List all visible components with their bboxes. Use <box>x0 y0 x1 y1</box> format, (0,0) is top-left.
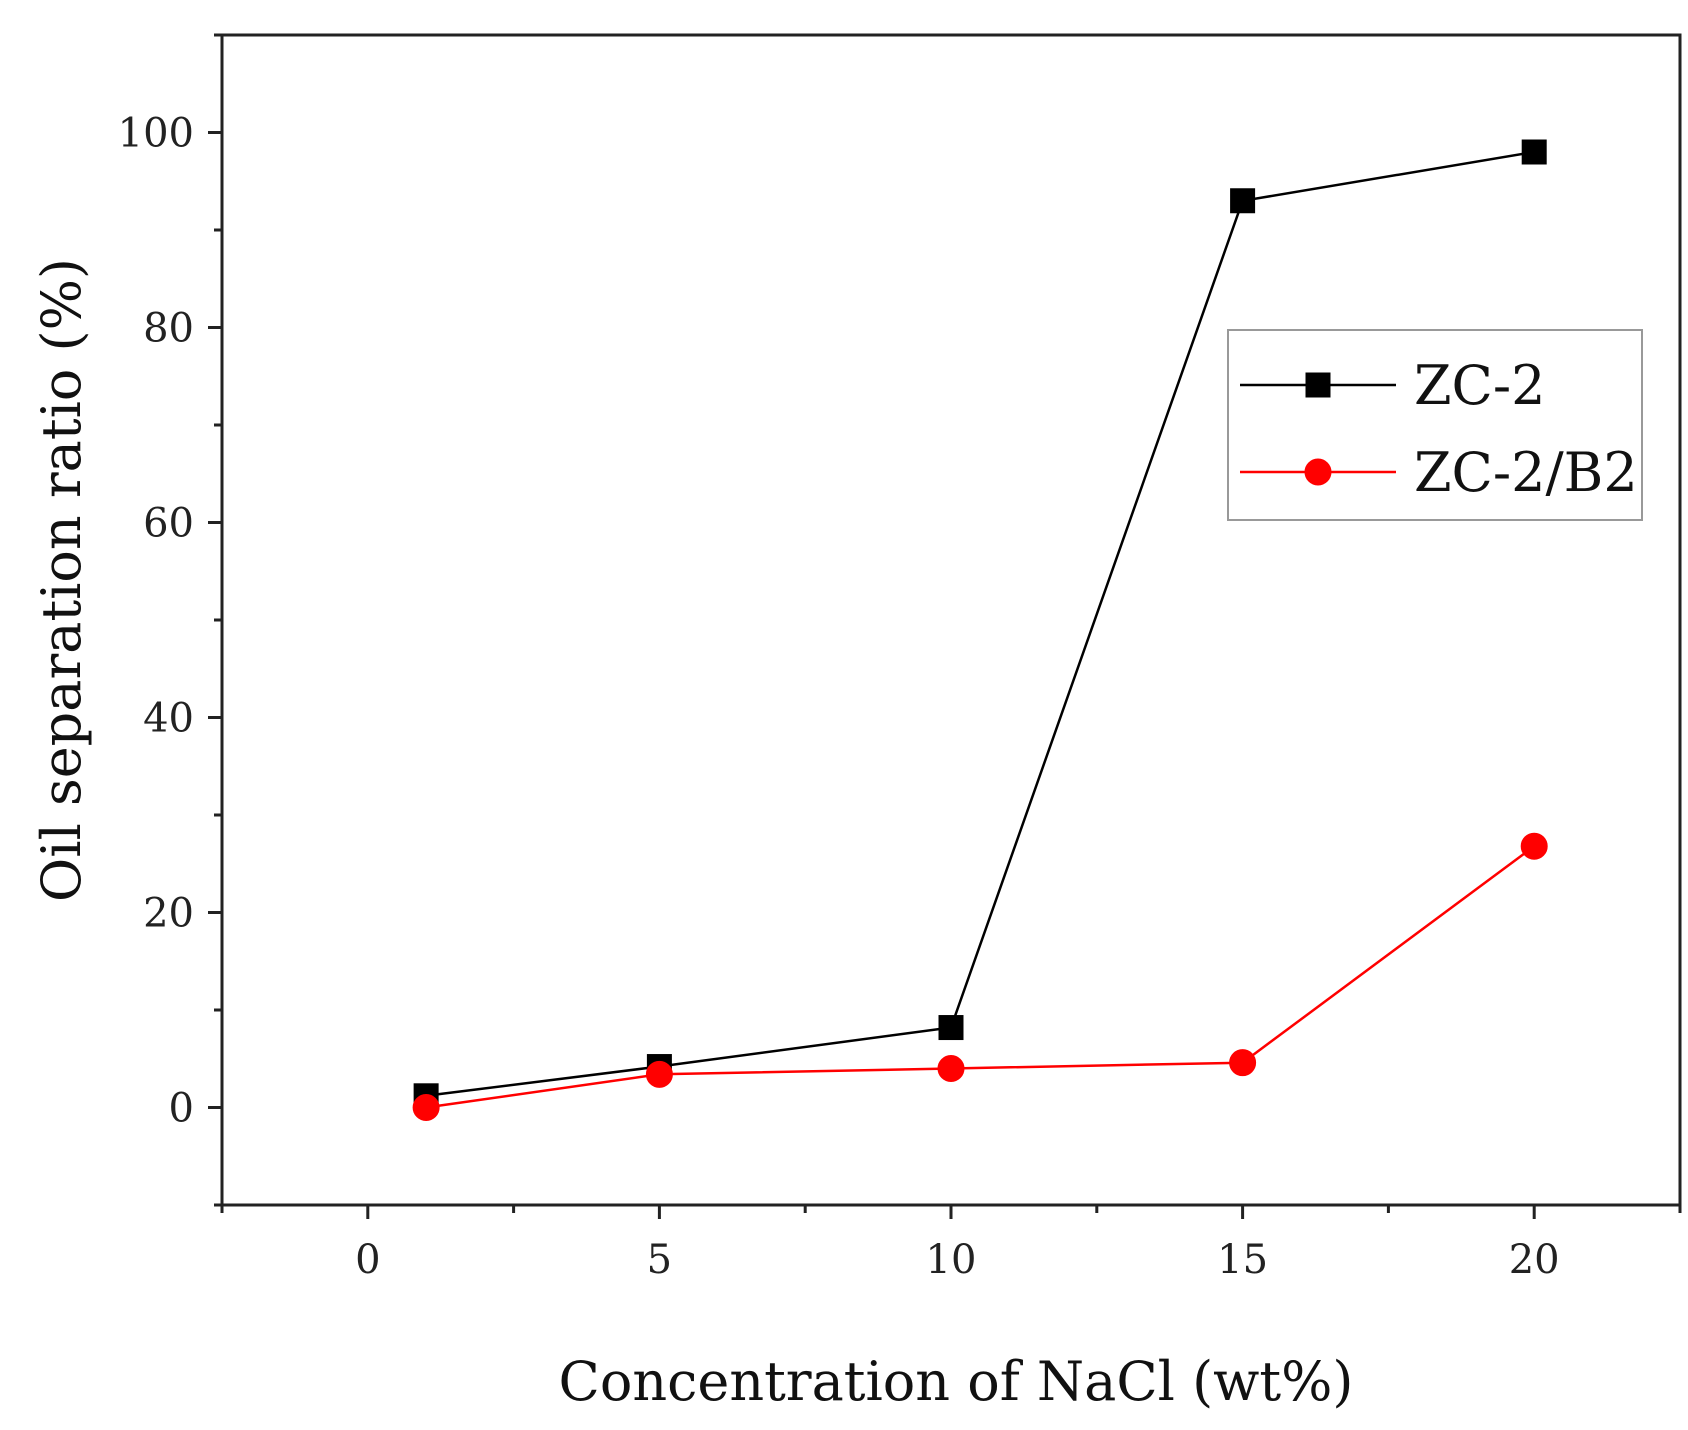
legend-box <box>1227 329 1643 521</box>
data-point <box>412 1094 440 1121</box>
x-tick-label: 20 <box>1509 1237 1560 1283</box>
x-tick-label: 10 <box>926 1237 977 1283</box>
x-axis-title: Concentration of NaCl (wt%) <box>559 1350 1354 1413</box>
legend-marker <box>1304 458 1332 486</box>
x-tick-label: 15 <box>1217 1237 1268 1283</box>
data-point <box>1229 1049 1257 1077</box>
data-point <box>1520 832 1548 860</box>
series-0 <box>413 139 1547 1109</box>
y-tick-label: 0 <box>169 1086 194 1132</box>
series-line <box>425 845 1535 1109</box>
data-point <box>1521 139 1547 165</box>
y-tick-label: 100 <box>118 111 194 157</box>
legend-marker <box>1305 372 1331 398</box>
data-point <box>937 1055 965 1082</box>
legend-label: ZC-2/B2 <box>1414 441 1638 504</box>
series-line <box>425 150 1535 1098</box>
y-tick-label: 40 <box>143 696 194 742</box>
legend-item: ZC-2 <box>1240 354 1545 417</box>
data-point <box>1230 188 1256 214</box>
y-tick-label: 20 <box>143 891 194 937</box>
series-1 <box>412 832 1548 1121</box>
y-axis-title: Oil separation ratio (%) <box>30 258 93 902</box>
y-tick-label: 80 <box>143 306 194 352</box>
legend-label: ZC-2 <box>1414 354 1545 417</box>
legend-item: ZC-2/B2 <box>1240 441 1638 504</box>
y-tick-label: 60 <box>143 501 194 547</box>
data-point <box>645 1060 673 1088</box>
x-tick-label: 0 <box>355 1237 380 1283</box>
x-tick-label: 5 <box>647 1237 672 1283</box>
data-point <box>938 1015 964 1041</box>
